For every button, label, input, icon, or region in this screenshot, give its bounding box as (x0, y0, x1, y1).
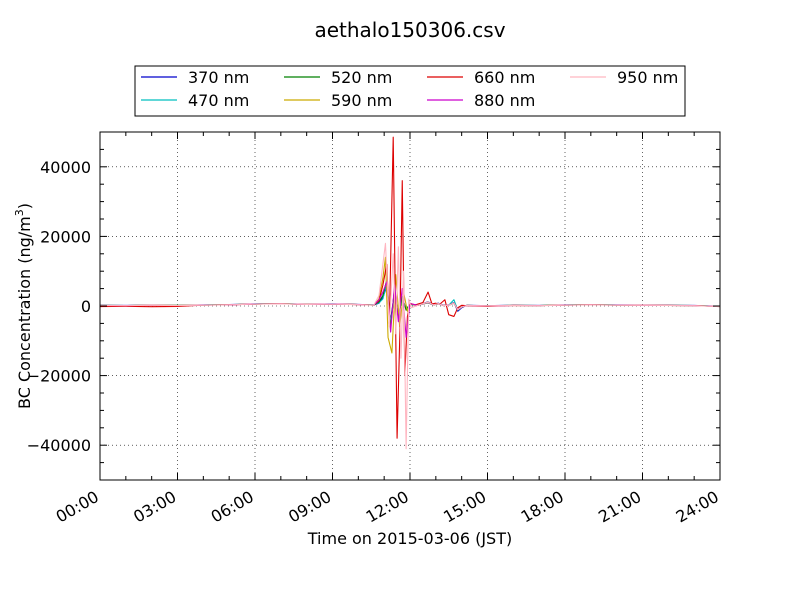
x-tick-label: 12:00 (363, 487, 412, 527)
y-axis-label: BC Concentration (ng/m3) (13, 203, 34, 409)
y-tick-label: 40000 (40, 158, 91, 177)
x-tick-label: 00:00 (53, 487, 102, 527)
legend-label: 950 nm (617, 68, 678, 87)
legend-label: 590 nm (331, 91, 392, 110)
x-tick-label: 18:00 (518, 487, 567, 527)
x-tick-label: 03:00 (130, 487, 179, 527)
x-axis-label: Time on 2015-03-06 (JST) (307, 529, 512, 548)
legend-label: 470 nm (188, 91, 249, 110)
legend-label: 520 nm (331, 68, 392, 87)
x-tick-label: 09:00 (285, 487, 334, 527)
chart-title: aethalo150306.csv (314, 18, 505, 42)
legend: 370 nm 470 nm 520 nm 590 nm 660 nm 880 nm 950 … (134, 65, 686, 117)
y-tick-label: 20000 (40, 227, 91, 246)
y-tick-label: −20000 (27, 367, 91, 386)
x-tick-label: 21:00 (595, 487, 644, 527)
grid-lines (100, 132, 720, 480)
legend-label: 660 nm (474, 68, 535, 87)
legend-box (134, 65, 686, 117)
legend-label: 370 nm (188, 68, 249, 87)
x-tick-label: 24:00 (673, 487, 722, 527)
series-line-950-nm (100, 242, 720, 450)
x-tick-label: 06:00 (208, 487, 257, 527)
y-tick-label: 0 (81, 297, 91, 316)
legend-label: 880 nm (474, 91, 535, 110)
x-tick-label: 15:00 (440, 487, 489, 527)
y-tick-label: −40000 (27, 436, 91, 455)
